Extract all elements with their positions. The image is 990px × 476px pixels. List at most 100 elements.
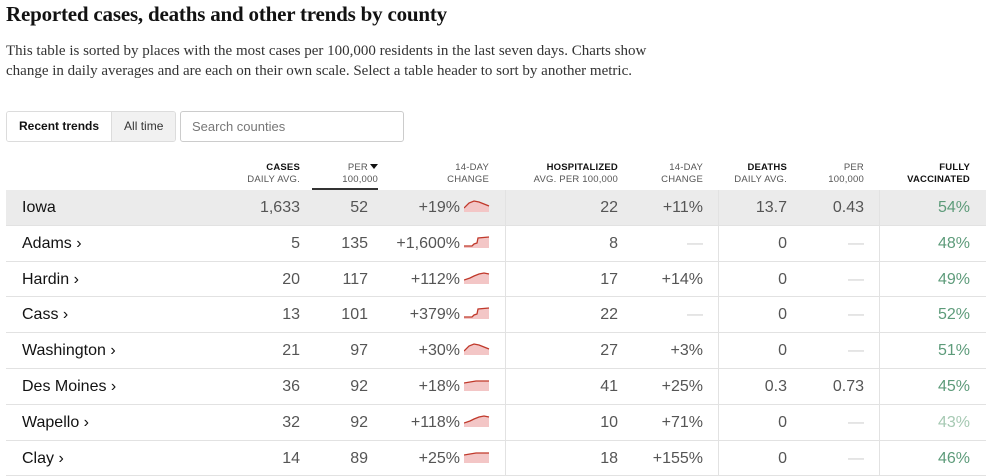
cell-vax: 48% xyxy=(937,234,970,252)
cell-hchange: — xyxy=(687,306,703,324)
header-14day-change[interactable]: 14-day change xyxy=(416,162,489,186)
header-deaths[interactable]: Deaths Daily avg. xyxy=(724,162,787,186)
table-header: Cases Daily avg. Per 100,000 14-day chan… xyxy=(6,150,986,190)
header-vax-label: Fully xyxy=(939,162,970,173)
header-deaths-sub: Daily avg. xyxy=(734,174,787,185)
cell-deaths: 13.7 xyxy=(755,199,787,216)
header-change-label: 14-day xyxy=(455,162,489,173)
table-row[interactable]: Des Moines › 36 92 +18% 41 +25% 0.3 0.73 45% xyxy=(6,369,986,405)
case-trend-sparkline-icon xyxy=(464,271,490,284)
cell-hchange: +14% xyxy=(661,270,703,288)
table-row[interactable]: Hardin › 20 117 +112% 17 +14% 0 — 49% xyxy=(6,262,986,298)
header-hosp-sub: Avg. per 100,000 xyxy=(533,174,618,185)
header-cases[interactable]: Cases Daily avg. xyxy=(242,162,300,186)
case-trend-sparkline-icon xyxy=(464,307,490,320)
cell-deaths: 0 xyxy=(778,342,787,360)
header-hchange-label: 14-day xyxy=(669,162,703,173)
header-deaths-per-100k[interactable]: Per 100,000 xyxy=(806,162,864,186)
case-trend-sparkline-icon xyxy=(464,200,490,212)
cell-per: 117 xyxy=(342,270,368,288)
cell-hosp: 18 xyxy=(600,449,618,467)
cell-per: 97 xyxy=(350,342,368,360)
cell-hosp: 22 xyxy=(600,199,618,216)
cell-deaths: 0 xyxy=(778,449,787,467)
cell-hosp: 27 xyxy=(600,342,618,360)
cell-change: +118% xyxy=(410,413,460,431)
search-counties-input[interactable] xyxy=(180,111,404,142)
cell-hosp: 17 xyxy=(600,270,618,288)
county-name[interactable]: Clay › xyxy=(22,449,64,467)
header-per-label: Per xyxy=(347,162,368,173)
table-row[interactable]: Wapello › 32 92 +118% 10 +71% 0 — 43% xyxy=(6,405,986,441)
cell-deaths: 0 xyxy=(778,306,787,324)
cell-change: +112% xyxy=(410,270,460,288)
header-per-100k[interactable]: Per 100,000 xyxy=(312,162,378,190)
page-title: Reported cases, deaths and other trends … xyxy=(6,2,447,26)
cell-dper: — xyxy=(848,413,864,431)
cell-dper: 0.73 xyxy=(832,377,864,395)
cell-hosp: 8 xyxy=(609,234,618,252)
case-trend-sparkline-icon xyxy=(464,380,489,391)
table-description: This table is sorted by places with the … xyxy=(6,43,647,79)
cell-dper: — xyxy=(848,234,864,252)
table-row[interactable]: Clay › 14 89 +25% 18 +155% 0 — 46% xyxy=(6,441,986,476)
case-trend-sparkline-icon xyxy=(464,451,489,463)
header-hospitalized[interactable]: Hospitalized Avg. per 100,000 xyxy=(518,162,618,186)
cell-deaths: 0 xyxy=(778,270,787,288)
county-name[interactable]: Adams › xyxy=(22,234,82,252)
header-hosp-14day-change[interactable]: 14-day change xyxy=(636,162,703,186)
cell-hchange: +25% xyxy=(661,377,703,395)
header-deaths-label: Deaths xyxy=(747,162,787,173)
header-per-sub: 100,000 xyxy=(342,174,378,185)
cell-hosp: 22 xyxy=(600,306,618,324)
cell-cases: 5 xyxy=(291,234,300,252)
cell-deaths: 0.3 xyxy=(764,377,787,395)
sort-descending-icon xyxy=(370,164,378,169)
view-tabs: Recent trends All time xyxy=(6,111,177,142)
table-row[interactable]: Cass › 13 101 +379% 22 — 0 — 52% xyxy=(6,297,986,334)
header-dper-sub: 100,000 xyxy=(828,174,864,185)
cell-vax: 51% xyxy=(937,342,970,360)
column-divider xyxy=(879,190,880,476)
cell-dper: — xyxy=(848,449,864,467)
cell-vax: 45% xyxy=(937,377,970,395)
cell-dper: — xyxy=(848,306,864,324)
cell-vax: 54% xyxy=(937,199,970,216)
cell-vax: 49% xyxy=(937,270,970,288)
header-change-sub: change xyxy=(447,174,489,185)
county-name[interactable]: Washington › xyxy=(22,342,116,360)
county-name[interactable]: Wapello › xyxy=(22,413,89,431)
cell-cases: 14 xyxy=(282,449,300,467)
tab-recent-trends[interactable]: Recent trends xyxy=(7,112,112,141)
cell-hosp: 41 xyxy=(600,377,618,395)
case-trend-sparkline-icon xyxy=(464,415,490,427)
cell-change: +25% xyxy=(418,449,460,467)
cell-per: 89 xyxy=(350,449,368,467)
state-row[interactable]: Iowa 1,633 52 +19% 22 +11% 13.7 0.43 54% xyxy=(6,190,986,226)
cell-hchange: +3% xyxy=(670,342,703,360)
cell-cases: 1,633 xyxy=(259,199,300,216)
cell-deaths: 0 xyxy=(778,413,787,431)
cell-hchange: +71% xyxy=(661,413,703,431)
cell-vax: 46% xyxy=(937,449,970,467)
cell-change: +1,600% xyxy=(396,234,460,252)
case-trend-sparkline-icon xyxy=(464,236,490,248)
county-name[interactable]: Des Moines › xyxy=(22,377,117,395)
header-cases-label: Cases xyxy=(266,162,300,173)
cell-cases: 21 xyxy=(282,342,300,360)
table-row[interactable]: Adams › 5 135 +1,600% 8 — 0 — 48% xyxy=(6,226,986,262)
header-dper-label: Per xyxy=(843,162,864,173)
header-hchange-sub: change xyxy=(661,174,703,185)
county-name[interactable]: Cass › xyxy=(22,306,69,324)
county-name[interactable]: Hardin › xyxy=(22,270,79,288)
cell-change: +30% xyxy=(418,342,460,360)
column-divider xyxy=(505,190,506,476)
header-fully-vaccinated[interactable]: Fully vaccinated xyxy=(896,162,970,186)
cell-change: +19% xyxy=(418,199,460,216)
county-name: Iowa xyxy=(22,199,56,216)
column-divider xyxy=(718,190,719,476)
header-hosp-label: Hospitalized xyxy=(546,162,618,173)
tab-all-time[interactable]: All time xyxy=(111,112,176,141)
table-row[interactable]: Washington › 21 97 +30% 27 +3% 0 — 51% xyxy=(6,333,986,369)
cell-cases: 20 xyxy=(282,270,300,288)
